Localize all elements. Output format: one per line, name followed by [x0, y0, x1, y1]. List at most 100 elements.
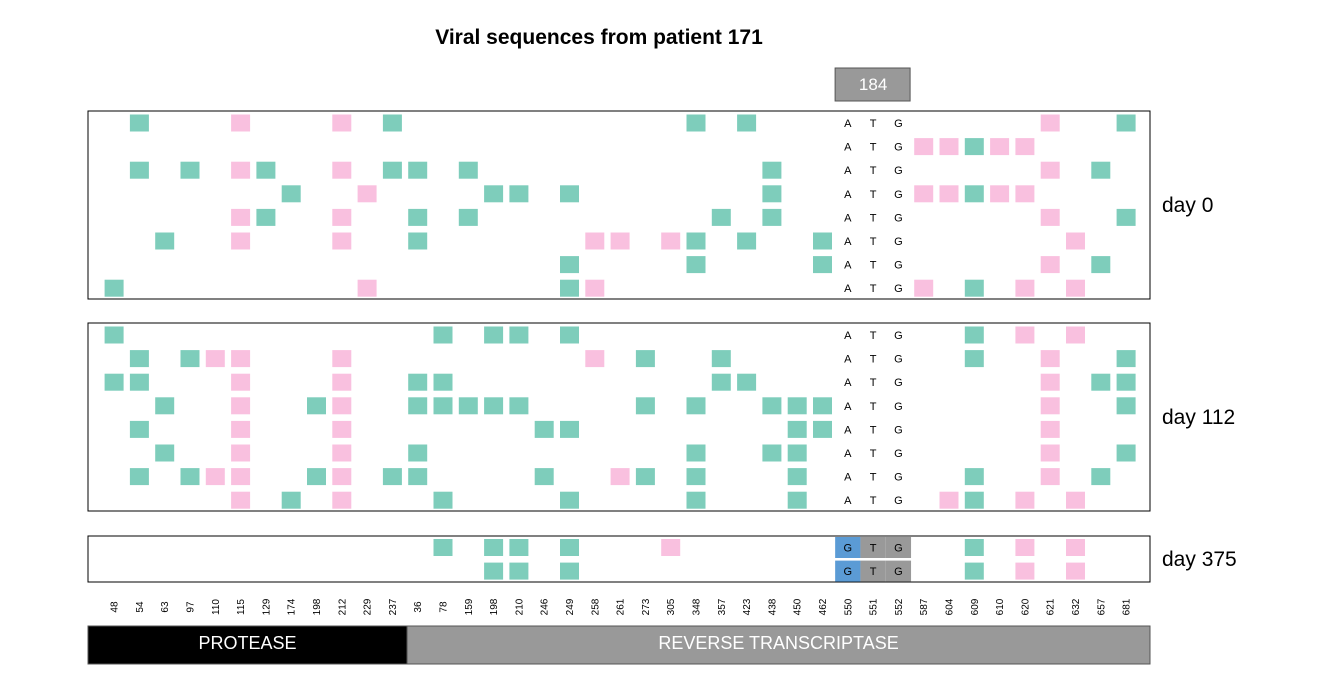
- panel-label: day 375: [1162, 548, 1237, 571]
- mutation-cell: [231, 468, 251, 486]
- codon-nucleotide: A: [844, 401, 852, 413]
- column-tick-label: 462: [818, 598, 829, 615]
- mutation-cell: [990, 138, 1010, 156]
- mutation-cell: [332, 373, 352, 391]
- codon-nucleotide: T: [870, 142, 877, 154]
- codon-nucleotide: T: [870, 448, 877, 460]
- mutation-cell: [458, 208, 478, 226]
- mutation-cell: [129, 420, 149, 438]
- mutation-cell: [458, 161, 478, 179]
- column-tick-label: 621: [1046, 598, 1057, 615]
- mutation-cell: [787, 444, 807, 462]
- mutation-cell: [281, 185, 301, 203]
- mutation-cell: [433, 373, 453, 391]
- mutation-cell: [1040, 397, 1060, 415]
- mutation-cell: [509, 539, 529, 556]
- mutation-cell: [433, 491, 453, 509]
- mutation-cell: [534, 468, 554, 486]
- column-tick-label: 551: [869, 598, 880, 615]
- mutation-cell: [231, 397, 251, 415]
- mutation-cell: [762, 444, 782, 462]
- column-tick-label: 610: [995, 598, 1006, 615]
- mutation-cell: [129, 373, 149, 391]
- mutation-cell: [104, 279, 124, 297]
- mutation-cell: [1066, 232, 1085, 250]
- mutation-cell: [231, 161, 251, 179]
- mutation-cell: [787, 491, 807, 509]
- mutation-cell: [104, 326, 124, 344]
- column-tick-label: 550: [843, 598, 854, 615]
- mutation-cell: [332, 232, 352, 250]
- codon-nucleotide: G: [894, 189, 903, 201]
- mutation-cell: [711, 373, 731, 391]
- column-tick-label: 609: [970, 598, 981, 615]
- mutation-cell: [762, 397, 782, 415]
- mutation-cell: [1040, 420, 1060, 438]
- mutation-cell: [1116, 350, 1136, 368]
- mutation-cell: [307, 397, 326, 415]
- codon-nucleotide: G: [894, 401, 903, 413]
- codon-nucleotide: G: [894, 377, 903, 389]
- codon-nucleotide: T: [870, 543, 877, 555]
- mutation-cell: [635, 350, 655, 368]
- region-bar: [406, 625, 1151, 665]
- mutation-cell: [509, 185, 529, 203]
- mutation-cell: [129, 114, 149, 132]
- mutation-cell: [686, 491, 706, 509]
- codon-nucleotide: T: [870, 189, 877, 201]
- mutation-cell: [711, 208, 731, 226]
- column-tick-label: 212: [337, 598, 348, 615]
- mutation-cell: [686, 397, 706, 415]
- mutation-cell: [737, 232, 757, 250]
- mutation-cell: [1116, 397, 1136, 415]
- highlight-position-label: 184: [859, 75, 887, 94]
- mutation-cell: [964, 279, 984, 297]
- mutation-cell: [256, 161, 276, 179]
- codon-nucleotide: G: [894, 283, 903, 295]
- column-tick-label: 110: [211, 599, 222, 615]
- column-tick-label: 249: [565, 598, 576, 615]
- mutation-cell: [939, 138, 959, 156]
- mutation-cell: [560, 256, 579, 274]
- mutation-cell: [332, 114, 352, 132]
- mutation-cell: [1116, 208, 1136, 226]
- column-tick-label: 48: [110, 601, 121, 613]
- mutation-cell: [964, 326, 984, 344]
- codon-nucleotide: G: [894, 448, 903, 460]
- column-tick-label: 198: [489, 598, 500, 615]
- codon-cell: [885, 537, 912, 558]
- codon-nucleotide: T: [870, 118, 877, 130]
- mutation-cell: [813, 420, 832, 438]
- mutation-cell: [686, 468, 706, 486]
- codon-nucleotide: A: [844, 495, 852, 507]
- codon-nucleotide: A: [844, 377, 852, 389]
- column-tick-label: 305: [666, 598, 677, 615]
- codon-nucleotide: T: [870, 495, 877, 507]
- mutation-cell: [813, 256, 832, 274]
- mutation-cell: [1040, 373, 1060, 391]
- codon-nucleotide: T: [870, 165, 877, 177]
- mutation-cell: [661, 232, 681, 250]
- codon-cell: [835, 560, 861, 582]
- mutation-cell: [1116, 114, 1136, 132]
- column-tick-label: 632: [1071, 598, 1082, 615]
- mutation-cell: [382, 468, 402, 486]
- mutation-cell: [762, 208, 782, 226]
- mutation-cell: [408, 232, 428, 250]
- column-tick-label: 229: [363, 598, 374, 615]
- codon-nucleotide: A: [844, 236, 852, 248]
- column-tick-label: 552: [894, 598, 905, 615]
- codon-nucleotide: A: [844, 354, 852, 366]
- mutation-cell: [408, 468, 428, 486]
- codon-nucleotide: A: [844, 330, 852, 342]
- mutation-cell: [509, 397, 529, 415]
- mutation-cell: [1040, 444, 1060, 462]
- mutation-cell: [129, 468, 149, 486]
- mutation-cell: [686, 256, 706, 274]
